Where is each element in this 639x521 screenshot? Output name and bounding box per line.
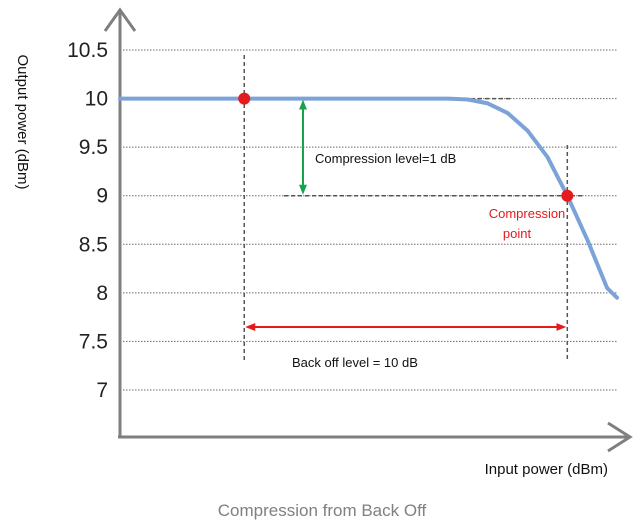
figure-caption: Compression from Back Off — [218, 501, 427, 520]
gridlines — [120, 49, 617, 391]
y-tick-label: 7 — [96, 379, 108, 402]
reference-point-marker — [238, 92, 251, 105]
compression-point-label-line2: point — [503, 226, 532, 241]
compression-level-label: Compression level=1 dB — [315, 151, 456, 166]
y-axis-label: Output power (dBm) — [14, 54, 31, 189]
y-tick-label: 7.5 — [79, 330, 108, 353]
axes — [103, 7, 633, 453]
y-tick-labels: 10.5 10 9.5 9 8.5 8 7.5 7 — [67, 39, 108, 402]
x-axis-arrowhead — [607, 421, 633, 453]
y-tick-label: 9 — [96, 185, 108, 208]
data-points — [238, 92, 574, 202]
x-axis-label: Input power (dBm) — [485, 461, 608, 478]
y-axis-arrowhead — [103, 7, 137, 32]
y-tick-label: 10.5 — [67, 39, 108, 62]
backoff-level-label: Back off level = 10 dB — [292, 355, 418, 370]
y-tick-label: 8 — [96, 282, 108, 305]
y-tick-label: 10 — [85, 88, 108, 111]
y-tick-label: 8.5 — [79, 233, 108, 256]
y-tick-label: 9.5 — [79, 136, 108, 159]
compression-point-label-line1: Compression — [489, 206, 566, 221]
compression-point-marker — [561, 189, 574, 202]
series-line-output-power — [118, 96, 619, 300]
